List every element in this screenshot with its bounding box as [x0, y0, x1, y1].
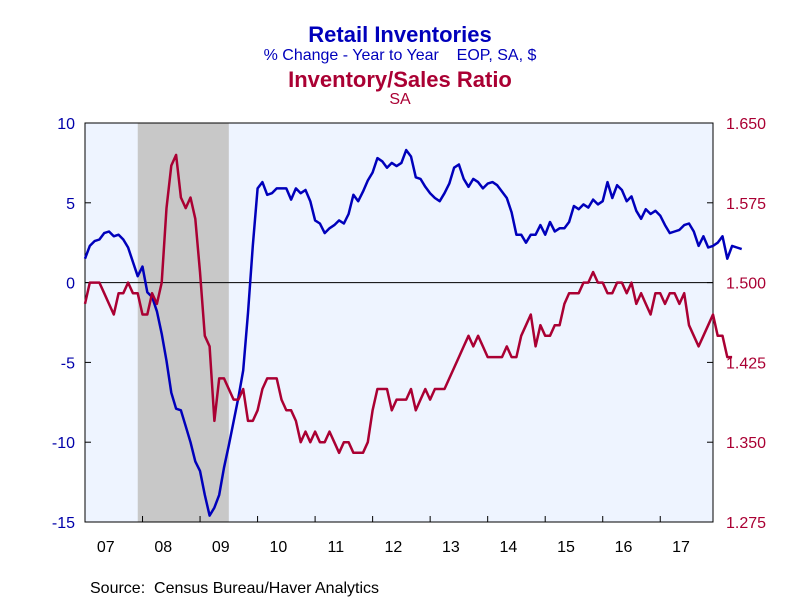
left-tick-label: 0: [66, 276, 75, 293]
x-tick-label: 08: [154, 539, 172, 556]
plot-frame: [84, 122, 714, 523]
x-tick-label: 12: [384, 539, 402, 556]
recession-shading: [137, 123, 229, 522]
x-tick-label: 10: [269, 539, 287, 556]
left-title: Retail Inventories: [308, 22, 491, 47]
series-line-retail-inventories: [83, 148, 743, 517]
x-tick-label: 15: [557, 539, 575, 556]
right-subtitle: SA: [389, 91, 411, 108]
x-tick-label: 11: [328, 539, 345, 556]
left-tick-label: -5: [61, 355, 75, 372]
right-tick-label: 1.425: [726, 355, 766, 372]
x-tick-label: 14: [500, 539, 518, 556]
left-subtitle: % Change - Year to Year EOP, SA, $: [264, 47, 537, 64]
left-tick-label: -15: [52, 515, 75, 532]
left-tick-label: 10: [57, 116, 75, 133]
right-tick-label: 1.575: [726, 196, 766, 213]
right-title: Inventory/Sales Ratio: [288, 67, 512, 92]
x-tick-label: 09: [212, 539, 230, 556]
right-tick-label: 1.350: [726, 435, 766, 452]
x-tick-label: 07: [97, 539, 115, 556]
left-tick-label: -10: [52, 435, 75, 452]
x-tick-label: 16: [615, 539, 633, 556]
plot-area: 10 5 0 -5 -10 -15 1.650 1.575 1.500 1.425 1.350 1.2…: [52, 116, 766, 556]
right-tick-label: 1.650: [726, 116, 766, 133]
source-note: Source: Census Bureau/Haver Analytics: [90, 580, 379, 597]
series-line-inventory-sales-ratio: [83, 153, 733, 455]
right-tick-label: 1.275: [726, 515, 766, 532]
right-tick-label: 1.500: [726, 276, 766, 293]
x-tick-label: 13: [442, 539, 460, 556]
x-tick-label: 17: [672, 539, 690, 556]
left-tick-label: 5: [66, 196, 75, 213]
